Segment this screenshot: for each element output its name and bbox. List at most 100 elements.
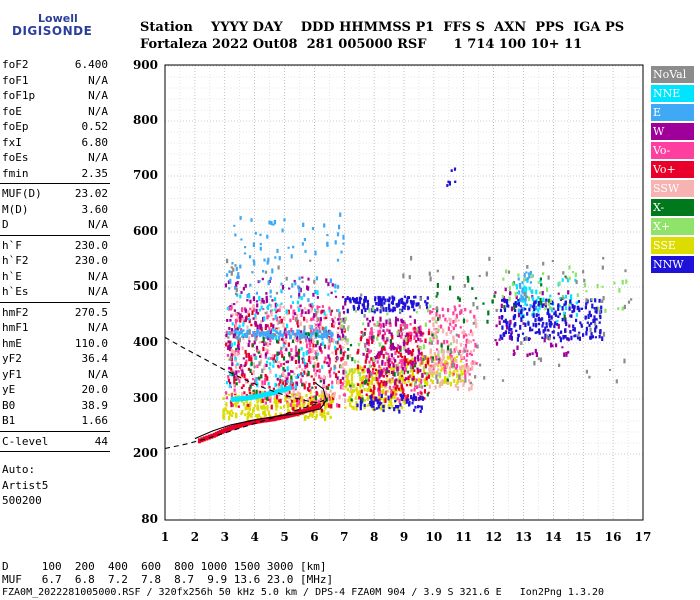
echo-point [448, 355, 451, 359]
echo-point [391, 295, 394, 300]
echo-point [319, 377, 322, 380]
echo-point [254, 316, 257, 320]
echo-point [377, 334, 380, 337]
echo-point [310, 317, 313, 322]
echo-point [375, 398, 378, 401]
echo-point [366, 389, 369, 392]
echo-point [291, 407, 294, 410]
trace-point [312, 405, 316, 411]
echo-point [310, 337, 313, 342]
echo-point [621, 306, 624, 311]
echo-point [241, 316, 245, 321]
echo-point [367, 303, 370, 306]
echo-point [453, 348, 456, 353]
echo-point [363, 332, 366, 335]
echo-point [289, 382, 292, 388]
echo-point [393, 379, 397, 382]
echo-point [257, 376, 261, 380]
param-row: foE N/A [2, 105, 108, 120]
echo-point [385, 356, 389, 360]
echo-point [410, 389, 413, 392]
echo-point [329, 278, 332, 284]
echo-point [463, 380, 466, 385]
param-name: h`F2 [2, 254, 29, 267]
echo-point [339, 212, 342, 217]
echo-point [574, 278, 577, 282]
echo-point [312, 328, 316, 333]
echo-point [379, 322, 382, 327]
echo-point [363, 399, 366, 402]
echo-point [589, 313, 593, 318]
echo-point [523, 337, 526, 341]
echo-point [557, 307, 560, 311]
echo-point [394, 390, 397, 396]
y-tick-label: 800 [132, 113, 158, 127]
echo-point [296, 319, 299, 324]
echo-point [312, 292, 315, 297]
echo-point [233, 341, 236, 346]
echo-point [291, 301, 295, 304]
echo-point [229, 344, 232, 349]
echo-point [471, 331, 474, 337]
echo-point [563, 303, 566, 307]
echo-point [515, 329, 518, 332]
echo-point [377, 295, 380, 300]
echo-point [390, 389, 393, 393]
echo-point [285, 348, 288, 352]
echo-point [230, 315, 233, 318]
echo-point [293, 333, 296, 336]
param-name: B0 [2, 398, 16, 412]
echo-point [268, 327, 271, 333]
echo-point [427, 357, 430, 363]
echo-point [563, 314, 566, 320]
echo-point [561, 346, 564, 349]
echo-point [516, 337, 519, 342]
echo-point [410, 374, 413, 380]
echo-point [252, 389, 255, 393]
echo-point [232, 349, 236, 354]
echo-point [346, 388, 349, 392]
echo-point [381, 382, 384, 388]
echo-point [534, 348, 537, 354]
echo-point [269, 369, 272, 374]
echo-point [396, 366, 399, 369]
echo-point [414, 295, 417, 299]
echo-point [468, 387, 471, 392]
echo-point [449, 285, 452, 291]
echo-point [400, 405, 403, 410]
echo-point [350, 378, 353, 382]
echo-point [228, 330, 231, 336]
echo-point [319, 380, 322, 383]
echo-point [445, 381, 448, 384]
echo-point [237, 312, 240, 315]
echo-point [405, 383, 409, 387]
trace-point [308, 406, 312, 412]
echo-point [230, 393, 233, 398]
echo-point [528, 307, 531, 312]
auto-scaling-line: Artist5 [2, 478, 49, 492]
echo-point [558, 304, 561, 308]
echo-point [589, 327, 592, 333]
echo-point [280, 351, 283, 356]
echo-point [535, 289, 538, 295]
trace-point [266, 417, 270, 423]
echo-point [288, 395, 291, 400]
echo-series-x- [339, 265, 628, 388]
echo-point [348, 370, 351, 374]
echo-point [318, 334, 321, 338]
echo-point [448, 317, 451, 321]
echo-point [522, 315, 525, 319]
echo-point [591, 298, 594, 301]
echo-point [505, 321, 508, 327]
echo-point [416, 368, 419, 374]
echo-point [275, 311, 278, 314]
echo-point [241, 307, 244, 313]
echo-point [518, 290, 521, 295]
echo-point [429, 349, 432, 355]
echo-point [383, 380, 386, 383]
echo-point [403, 393, 406, 398]
echo-point [372, 339, 375, 342]
trace-point [274, 415, 278, 421]
echo-point [285, 380, 288, 385]
echo-point [461, 356, 464, 360]
